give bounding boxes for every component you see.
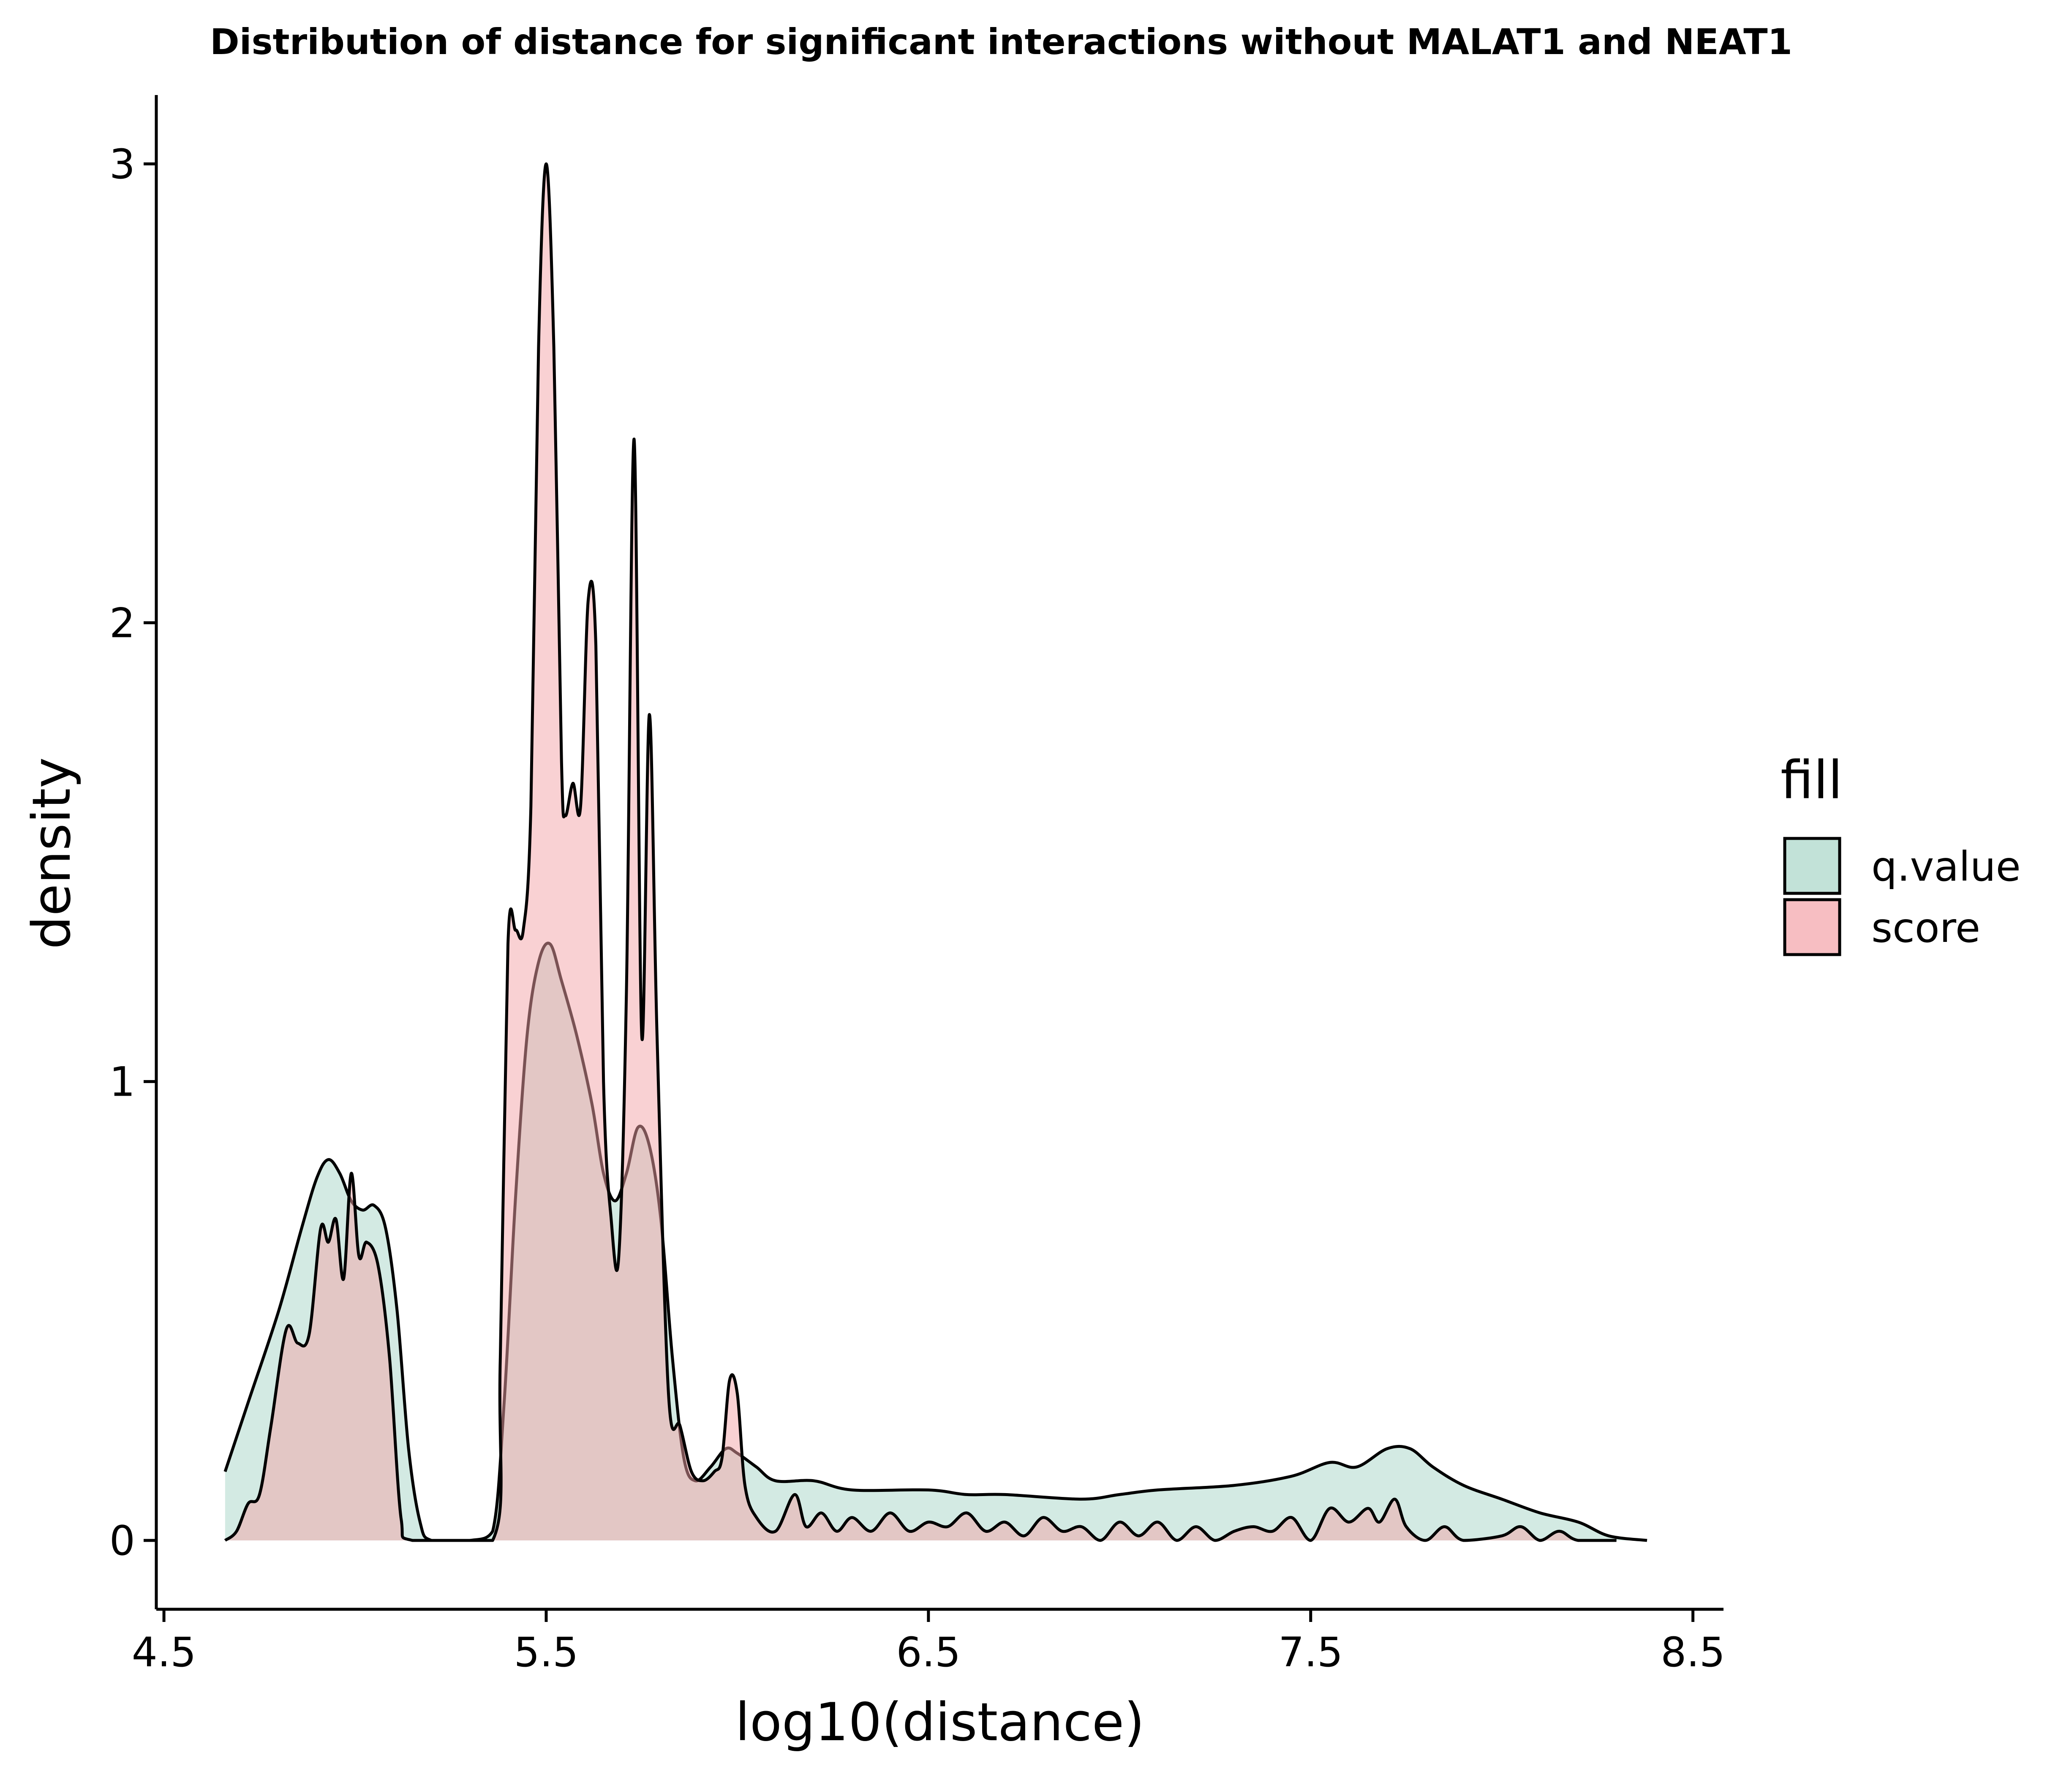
legend-label-score: score [1871, 904, 1980, 952]
x-tick-label: 6.5 [896, 1629, 961, 1676]
chart-title: Distribution of distance for significant… [210, 21, 1792, 63]
y-tick-label: 3 [109, 141, 135, 188]
y-tick-label: 2 [109, 599, 135, 647]
x-axis-label: log10(distance) [735, 1692, 1145, 1753]
density-area-score [225, 164, 1617, 1540]
y-tick-label: 0 [109, 1517, 135, 1564]
legend-items: q.value score [1783, 837, 2021, 956]
x-tick-label: 7.5 [1278, 1629, 1343, 1676]
legend-label-q-value: q.value [1871, 843, 2021, 890]
density-curve-q-value [223, 941, 1647, 1542]
legend-swatch-score [1783, 898, 1841, 956]
y-axis-ticks: 0 1 2 3 [109, 141, 156, 1564]
y-axis-label: density [22, 757, 82, 950]
density-area-q-value [225, 943, 1647, 1540]
x-tick-label: 4.5 [132, 1629, 196, 1676]
plot-area [223, 162, 1647, 1542]
x-tick-label: 5.5 [514, 1629, 579, 1676]
density-series [223, 162, 1647, 1542]
x-tick-label: 8.5 [1661, 1629, 1725, 1676]
legend-title: fill [1781, 750, 1843, 811]
density-curve-score [224, 162, 1617, 1542]
y-tick-label: 1 [109, 1058, 135, 1106]
legend: fill q.value score [1781, 750, 2021, 956]
x-axis-ticks: 4.5 5.5 6.5 7.5 8.5 [132, 1609, 1725, 1676]
legend-swatch-q-value [1783, 837, 1841, 895]
